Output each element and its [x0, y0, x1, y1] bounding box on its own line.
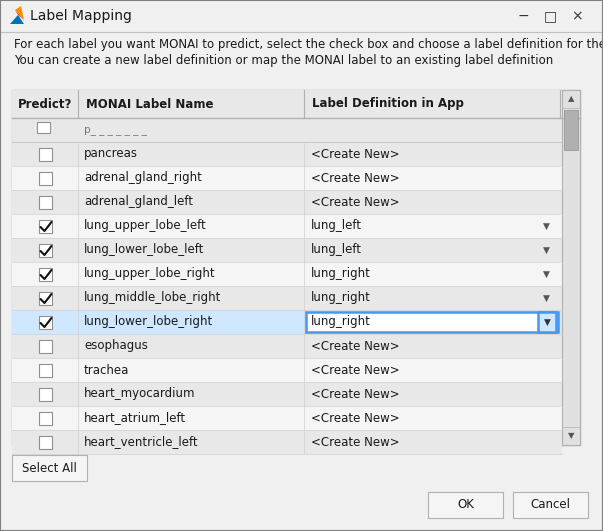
Bar — [306, 312, 558, 332]
Text: OK: OK — [457, 499, 474, 511]
Text: lung_right: lung_right — [311, 292, 371, 304]
Text: ▼: ▼ — [543, 270, 549, 278]
Text: ▼: ▼ — [568, 432, 574, 441]
Text: lung_right: lung_right — [311, 268, 371, 280]
Text: Predict?: Predict? — [18, 98, 72, 110]
Text: trachea: trachea — [84, 364, 130, 376]
Bar — [428, 492, 503, 518]
Bar — [12, 118, 562, 142]
Bar — [12, 118, 562, 142]
Text: ▼: ▼ — [543, 221, 549, 230]
Text: p_ _ _ _ _ _ _: p_ _ _ _ _ _ _ — [84, 125, 147, 135]
Text: <Create New>: <Create New> — [311, 388, 400, 400]
Text: lung_middle_lobe_right: lung_middle_lobe_right — [84, 292, 221, 304]
Bar — [12, 358, 562, 382]
Bar — [39, 339, 51, 353]
Text: −: − — [517, 9, 529, 23]
Text: □: □ — [543, 9, 557, 23]
Text: lung_right: lung_right — [311, 315, 371, 329]
Text: For each label you want MONAI to predict, select the check box and choose a labe: For each label you want MONAI to predict… — [14, 38, 603, 51]
Text: esophagus: esophagus — [84, 339, 148, 353]
Bar — [12, 214, 562, 238]
Text: lung_upper_lobe_right: lung_upper_lobe_right — [84, 268, 216, 280]
Bar — [12, 90, 580, 118]
Text: <Create New>: <Create New> — [311, 148, 400, 160]
Bar — [39, 148, 51, 160]
Bar — [12, 406, 562, 430]
Bar — [39, 268, 51, 280]
Text: ▼: ▼ — [543, 245, 549, 254]
Text: Select All: Select All — [22, 461, 77, 475]
Bar — [562, 90, 580, 445]
Bar — [564, 110, 578, 150]
Bar — [12, 262, 562, 286]
Text: Label Mapping: Label Mapping — [30, 9, 132, 23]
Bar — [39, 219, 51, 233]
Bar — [12, 90, 580, 445]
Bar — [12, 142, 562, 166]
Bar — [12, 238, 562, 262]
Bar — [39, 364, 51, 376]
Text: pancreas: pancreas — [84, 148, 138, 160]
Polygon shape — [10, 15, 24, 24]
Bar — [12, 382, 562, 406]
Bar — [12, 166, 562, 190]
Bar — [538, 312, 556, 332]
Bar — [12, 430, 562, 454]
Text: heart_myocardium: heart_myocardium — [84, 388, 195, 400]
Bar — [39, 435, 51, 449]
Bar — [0, 0, 603, 32]
Bar — [39, 244, 51, 256]
Polygon shape — [15, 10, 24, 20]
Text: <Create New>: <Create New> — [311, 435, 400, 449]
Bar — [39, 195, 51, 209]
Bar — [37, 122, 50, 133]
Bar — [39, 172, 51, 184]
Text: lung_upper_lobe_left: lung_upper_lobe_left — [84, 219, 207, 233]
Bar — [12, 190, 562, 214]
Text: MONAI Label Name: MONAI Label Name — [86, 98, 213, 110]
Text: lung_lower_lobe_right: lung_lower_lobe_right — [84, 315, 213, 329]
Bar — [39, 388, 51, 400]
Text: <Create New>: <Create New> — [311, 172, 400, 184]
Text: heart_ventricle_left: heart_ventricle_left — [84, 435, 198, 449]
Text: Label Definition in App: Label Definition in App — [312, 98, 464, 110]
Text: lung_lower_lobe_left: lung_lower_lobe_left — [84, 244, 204, 256]
Bar — [12, 286, 562, 310]
Text: <Create New>: <Create New> — [311, 195, 400, 209]
Text: <Create New>: <Create New> — [311, 339, 400, 353]
Bar — [12, 334, 562, 358]
Bar — [39, 292, 51, 304]
Text: ▼: ▼ — [543, 318, 551, 327]
Text: heart_atrium_left: heart_atrium_left — [84, 412, 186, 424]
Text: You can create a new label definition or map the MONAI label to an existing labe: You can create a new label definition or… — [14, 54, 553, 67]
Text: adrenal_gland_left: adrenal_gland_left — [84, 195, 193, 209]
Text: adrenal_gland_right: adrenal_gland_right — [84, 172, 202, 184]
Bar — [39, 412, 51, 424]
Text: ×: × — [571, 9, 583, 23]
Text: lung_left: lung_left — [311, 244, 362, 256]
Bar — [39, 315, 51, 329]
Text: <Create New>: <Create New> — [311, 364, 400, 376]
Text: ▲: ▲ — [568, 95, 574, 104]
Text: <Create New>: <Create New> — [311, 412, 400, 424]
Text: ▼: ▼ — [543, 294, 549, 303]
Text: Cancel: Cancel — [531, 499, 570, 511]
Bar — [12, 310, 562, 334]
Bar — [12, 455, 87, 481]
Polygon shape — [15, 6, 24, 20]
Text: lung_left: lung_left — [311, 219, 362, 233]
Bar — [513, 492, 588, 518]
